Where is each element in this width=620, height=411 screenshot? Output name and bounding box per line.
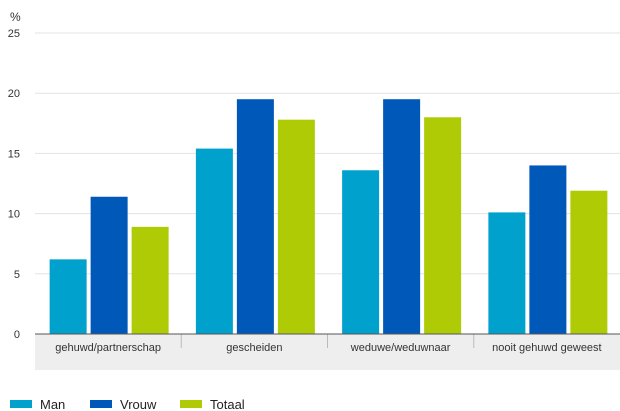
y-unit-label: %: [10, 10, 21, 24]
bar-man-0: [49, 259, 87, 334]
y-tick-label: 15: [8, 148, 20, 160]
legend-label-vrouw: Vrouw: [120, 397, 157, 411]
y-tick-label: 0: [14, 329, 20, 341]
category-label: nooit gehuwd geweest: [492, 342, 601, 354]
y-tick-label: 25: [8, 28, 20, 40]
bar-vrouw-0: [90, 196, 128, 334]
legend-label-totaal: Totaal: [210, 397, 245, 411]
bar-man-3: [488, 212, 526, 334]
y-tick-label: 20: [8, 88, 20, 100]
legend-swatch-totaal: [180, 400, 202, 408]
legend-swatch-vrouw: [90, 400, 112, 408]
legend-label-man: Man: [40, 397, 65, 411]
bar-vrouw-1: [236, 99, 274, 334]
y-axis-ticks: 0 5 10 15 20 25: [8, 28, 20, 341]
y-tick-label: 10: [8, 209, 20, 221]
bars: [49, 99, 608, 334]
legend-swatch-man: [10, 400, 32, 408]
bar-totaal-1: [277, 119, 315, 334]
legend: Man Vrouw Totaal: [10, 397, 245, 411]
category-labels: gehuwd/partnerschap gescheiden weduwe/wedu…: [55, 342, 601, 354]
bar-totaal-0: [131, 226, 169, 334]
y-tick-label: 5: [14, 269, 20, 281]
bar-vrouw-3: [529, 165, 567, 334]
category-label: gescheiden: [226, 342, 282, 354]
bar-man-2: [342, 170, 380, 334]
bar-totaal-3: [570, 190, 608, 334]
bar-vrouw-2: [383, 99, 421, 334]
bar-man-1: [195, 148, 233, 334]
category-label: weduwe/weduwnaar: [350, 342, 451, 354]
category-bands: [35, 334, 620, 370]
category-label: gehuwd/partnerschap: [55, 342, 161, 354]
bar-totaal-2: [424, 117, 462, 334]
